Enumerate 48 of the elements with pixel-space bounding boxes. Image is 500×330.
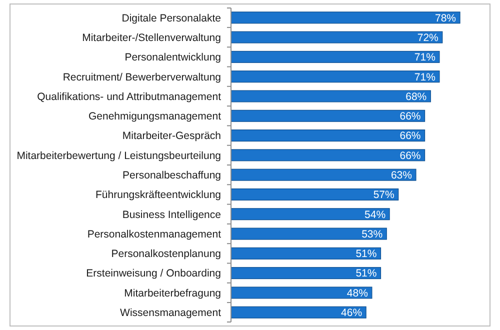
bar xyxy=(230,228,387,240)
data-label: 57% xyxy=(373,189,394,202)
y-tick-label: Business Intelligence xyxy=(122,208,222,221)
y-tick-label: Qualifikations- und Attributmanagement xyxy=(37,90,222,103)
data-label: 71% xyxy=(414,52,436,64)
bar xyxy=(230,70,440,83)
bar xyxy=(230,31,443,44)
bar xyxy=(230,12,460,24)
y-tick-label: Genehmigungsmanagement xyxy=(88,110,222,123)
data-label: 68% xyxy=(406,90,427,103)
data-label: 66% xyxy=(400,110,421,123)
data-label: 71% xyxy=(414,71,436,84)
bar xyxy=(230,247,382,260)
bar xyxy=(230,50,440,63)
data-label: 78% xyxy=(434,12,456,24)
y-tick-label: Personalkostenmanagement xyxy=(87,228,222,240)
bar xyxy=(230,208,390,220)
data-label: 66% xyxy=(400,130,421,142)
y-tick-label: Digitale Personalakte xyxy=(122,12,222,24)
data-label: 63% xyxy=(390,170,412,182)
bar xyxy=(230,130,426,142)
data-label: 54% xyxy=(364,208,386,221)
bar xyxy=(230,267,382,280)
data-label: 72% xyxy=(417,32,438,44)
y-tick-label: Mitarbeiter-/Stellenverwaltung xyxy=(82,32,222,44)
y-tick-label: Führungskräfteentwicklung xyxy=(96,189,222,202)
y-tick-label: Mitarbeiterbefragung xyxy=(124,287,222,300)
y-tick-label: Mitarbeiterbewertung / Leistungsbeurteilung xyxy=(16,150,222,162)
data-label: 51% xyxy=(356,248,377,260)
bar xyxy=(230,168,416,181)
bar xyxy=(230,286,372,299)
y-tick-label: Wissensmanagement xyxy=(120,307,222,320)
y-tick-label: Mitarbeiter-Gespräch xyxy=(122,130,222,142)
bar xyxy=(230,306,366,318)
bar xyxy=(230,149,426,162)
y-tick-label: Personalbeschaffung xyxy=(122,170,222,182)
data-label: 51% xyxy=(356,268,377,280)
y-tick-label: Personalkostenplanung xyxy=(111,248,222,260)
data-label: 46% xyxy=(341,307,362,320)
data-label: 53% xyxy=(362,228,383,240)
data-label: 48% xyxy=(346,287,368,300)
y-tick-label: Personalentwicklung xyxy=(124,52,222,64)
bar xyxy=(230,90,431,102)
y-tick-label: Ersteinweisung / Onboarding xyxy=(86,268,222,280)
y-tick-label: Recruitment/ Bewerberverwaltung xyxy=(62,71,222,84)
bar xyxy=(230,188,399,200)
data-label: 66% xyxy=(400,150,421,162)
bar xyxy=(230,110,426,122)
